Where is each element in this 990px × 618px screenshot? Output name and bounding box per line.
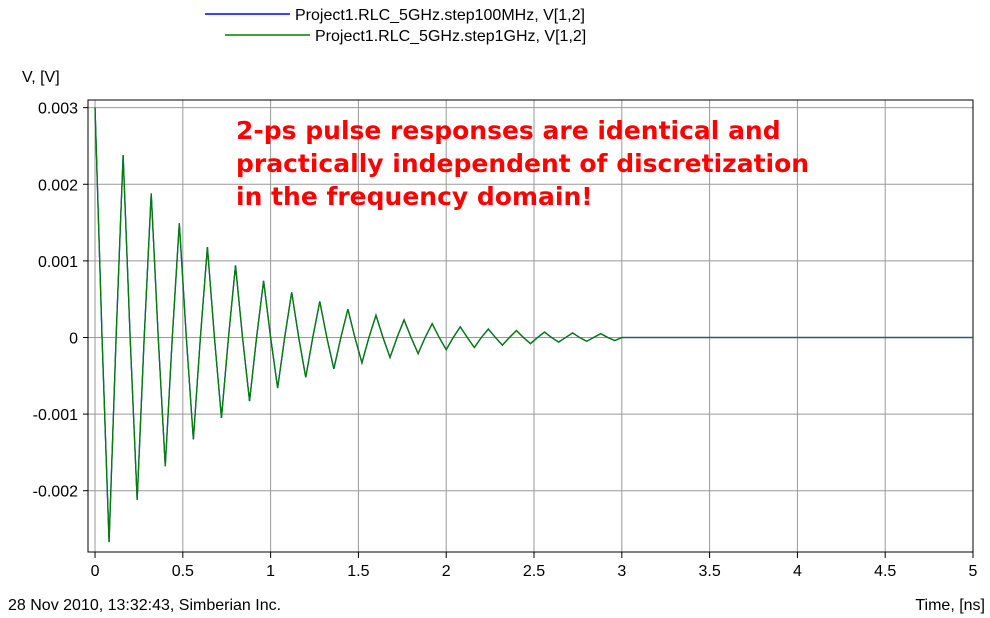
annotation: 2-ps pulse responses are identical and bbox=[236, 116, 781, 145]
y-tick-label: 0.002 bbox=[38, 177, 78, 194]
legend-label: Project1.RLC_5GHz.step1GHz, V[1,2] bbox=[315, 28, 586, 45]
x-tick-label: 0 bbox=[91, 563, 100, 580]
x-tick-label: 3 bbox=[617, 563, 626, 580]
plot-frame bbox=[87, 99, 974, 553]
annotation: in the frequency domain! bbox=[236, 182, 593, 211]
footer: 28 Nov 2010, 13:32:43, Simberian Inc. bbox=[8, 597, 281, 614]
y-tick-label: 0.001 bbox=[38, 254, 78, 271]
y-tick-label: -0.001 bbox=[33, 407, 78, 424]
x-tick-label: 2 bbox=[442, 563, 451, 580]
x-axis-label: Time, [ns] bbox=[915, 597, 985, 614]
legend-label: Project1.RLC_5GHz.step100MHz, V[1,2] bbox=[295, 7, 585, 24]
y-tick-label: -0.002 bbox=[33, 484, 78, 501]
x-tick-label: 2.5 bbox=[523, 563, 545, 580]
x-tick-label: 0.5 bbox=[172, 563, 194, 580]
x-tick-label: 4 bbox=[793, 563, 802, 580]
y-tick-label: 0 bbox=[69, 330, 78, 347]
series-line bbox=[94, 107, 973, 543]
x-tick-label: 3.5 bbox=[698, 563, 720, 580]
x-tick-label: 1 bbox=[266, 563, 275, 580]
y-axis-label: V, [V] bbox=[22, 69, 60, 86]
annotation: practically independent of discretizatio… bbox=[236, 149, 809, 178]
y-tick-label: 0.003 bbox=[38, 101, 78, 118]
x-tick-label: 1.5 bbox=[347, 563, 369, 580]
x-tick-label: 5 bbox=[969, 563, 978, 580]
x-tick-label: 4.5 bbox=[874, 563, 896, 580]
